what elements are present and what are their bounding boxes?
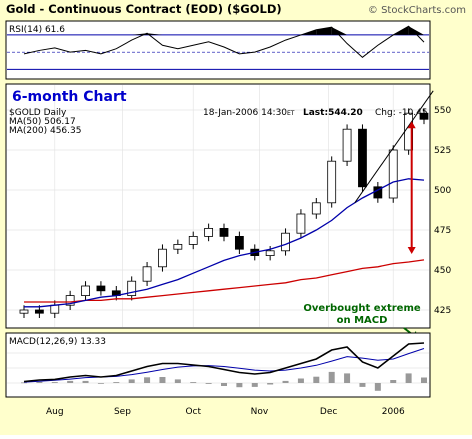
macd-label: MACD(12,26,9) 13.33	[9, 337, 106, 347]
chart-header-title: Gold - Continuous Contract (EOD) ($GOLD)	[6, 2, 282, 16]
candle-body	[81, 285, 90, 297]
x-tick-label: Aug	[46, 407, 64, 417]
candle-body	[419, 112, 429, 120]
price-tick-label: 425	[434, 306, 451, 316]
candle-body	[342, 128, 352, 162]
macd-histogram-bar	[82, 380, 89, 383]
ma200-label: MA(200) 456.35	[9, 126, 81, 136]
macd-histogram-bar	[128, 379, 135, 383]
macd-histogram-bar	[67, 380, 74, 383]
macd-histogram-bar	[390, 380, 397, 383]
candle-body	[219, 227, 229, 237]
price-tick-label: 450	[434, 266, 451, 276]
candle-body	[34, 309, 44, 314]
price-panel	[5, 83, 431, 329]
price-tick-label: 475	[434, 226, 451, 236]
candle-body	[311, 202, 321, 215]
x-tick-label: 2006	[382, 407, 405, 417]
candle-body	[19, 309, 29, 314]
rsi-overbought-fill	[408, 26, 424, 35]
candle-body	[296, 213, 306, 234]
candle-body	[50, 304, 60, 314]
macd-panel	[5, 332, 431, 398]
candle-body	[142, 266, 152, 282]
overbought-note-line-2: on MACD	[337, 315, 388, 326]
ma50-label: MA(50) 506.17	[9, 117, 76, 127]
overbought-note-line-1: Overbought extreme	[303, 303, 421, 314]
macd-histogram-bar	[297, 378, 304, 383]
uptrend-line	[354, 90, 434, 204]
date-label: 18-Jan-2006 14:30	[203, 108, 287, 118]
x-axis: Aug Sep Oct Nov Dec 2006	[46, 407, 405, 417]
candle-body	[234, 235, 244, 250]
gap-arrow-head-bottom	[407, 247, 416, 254]
macd-histogram-bar	[251, 383, 258, 387]
candle-body	[173, 243, 183, 250]
macd-histogram-bar	[421, 377, 427, 383]
macd-histogram-bar	[51, 382, 58, 383]
macd-histogram-bar	[190, 382, 197, 383]
rsi-overbought-fill	[316, 27, 332, 35]
price-series	[19, 90, 434, 339]
price-tick-label: 500	[434, 186, 451, 196]
macd-histogram-bar	[36, 381, 43, 383]
last-price-label: Last:544.20	[303, 108, 363, 118]
macd-histogram-bar	[205, 383, 212, 384]
rsi-label: RSI(14) 61.6	[9, 25, 65, 35]
macd-histogram-bar	[159, 377, 166, 383]
macd-histogram-bar	[313, 376, 320, 383]
macd-histogram-bar	[97, 383, 104, 384]
candle-body	[388, 149, 398, 199]
ma50-line	[24, 178, 425, 308]
candle-body	[327, 160, 337, 204]
rsi-gridlines	[7, 34, 429, 70]
macd-histogram-bar	[113, 382, 120, 383]
candle-body	[96, 285, 106, 292]
x-tick-label: Sep	[114, 407, 131, 417]
rsi-overbought-fill	[331, 27, 348, 35]
candle-body	[281, 232, 290, 252]
watermark: © StockCharts.com	[368, 5, 466, 16]
macd-histogram-bar	[282, 380, 289, 383]
change-label: Chg: -10.45	[375, 108, 428, 118]
price-axis: 425 450 475 500 525 550	[434, 106, 451, 316]
rsi-overbought-fill	[147, 33, 163, 35]
macd-histogram-bar	[236, 383, 243, 388]
rsi-series	[23, 25, 425, 58]
symbol-label: $GOLD Daily	[9, 108, 67, 118]
candle-body	[265, 250, 275, 257]
x-tick-label: Dec	[320, 407, 337, 417]
x-tick-label: Nov	[251, 407, 269, 417]
chart-title: 6-month Chart	[12, 89, 127, 105]
ma200-line	[24, 259, 425, 303]
x-tick-label: Oct	[185, 407, 201, 417]
macd-histogram-bar	[374, 383, 381, 391]
macd-histogram-bar	[267, 383, 274, 385]
macd-histogram-bar	[405, 373, 412, 383]
macd-histogram-bar	[144, 377, 151, 383]
macd-series	[21, 342, 427, 391]
price-tick-label: 550	[434, 106, 451, 116]
candle-body	[358, 128, 367, 188]
macd-histogram-bar	[359, 383, 366, 387]
gap-arrow-head-top	[407, 121, 416, 129]
candle-body	[188, 235, 198, 245]
macd-histogram-bar	[328, 371, 335, 383]
macd-histogram-bar	[21, 382, 27, 384]
candle-body	[127, 280, 137, 297]
price-tick-label: 525	[434, 146, 451, 156]
macd-line	[23, 342, 425, 383]
date-suffix: ET	[287, 110, 295, 117]
rsi-line	[23, 25, 425, 58]
candle-body	[158, 248, 167, 268]
rsi-panel	[5, 20, 431, 80]
candle-body	[65, 295, 75, 306]
macd-histogram-bar	[344, 373, 351, 383]
candle-body	[204, 227, 214, 237]
macd-histogram-bar	[174, 379, 181, 383]
macd-histogram-bar	[221, 383, 227, 386]
